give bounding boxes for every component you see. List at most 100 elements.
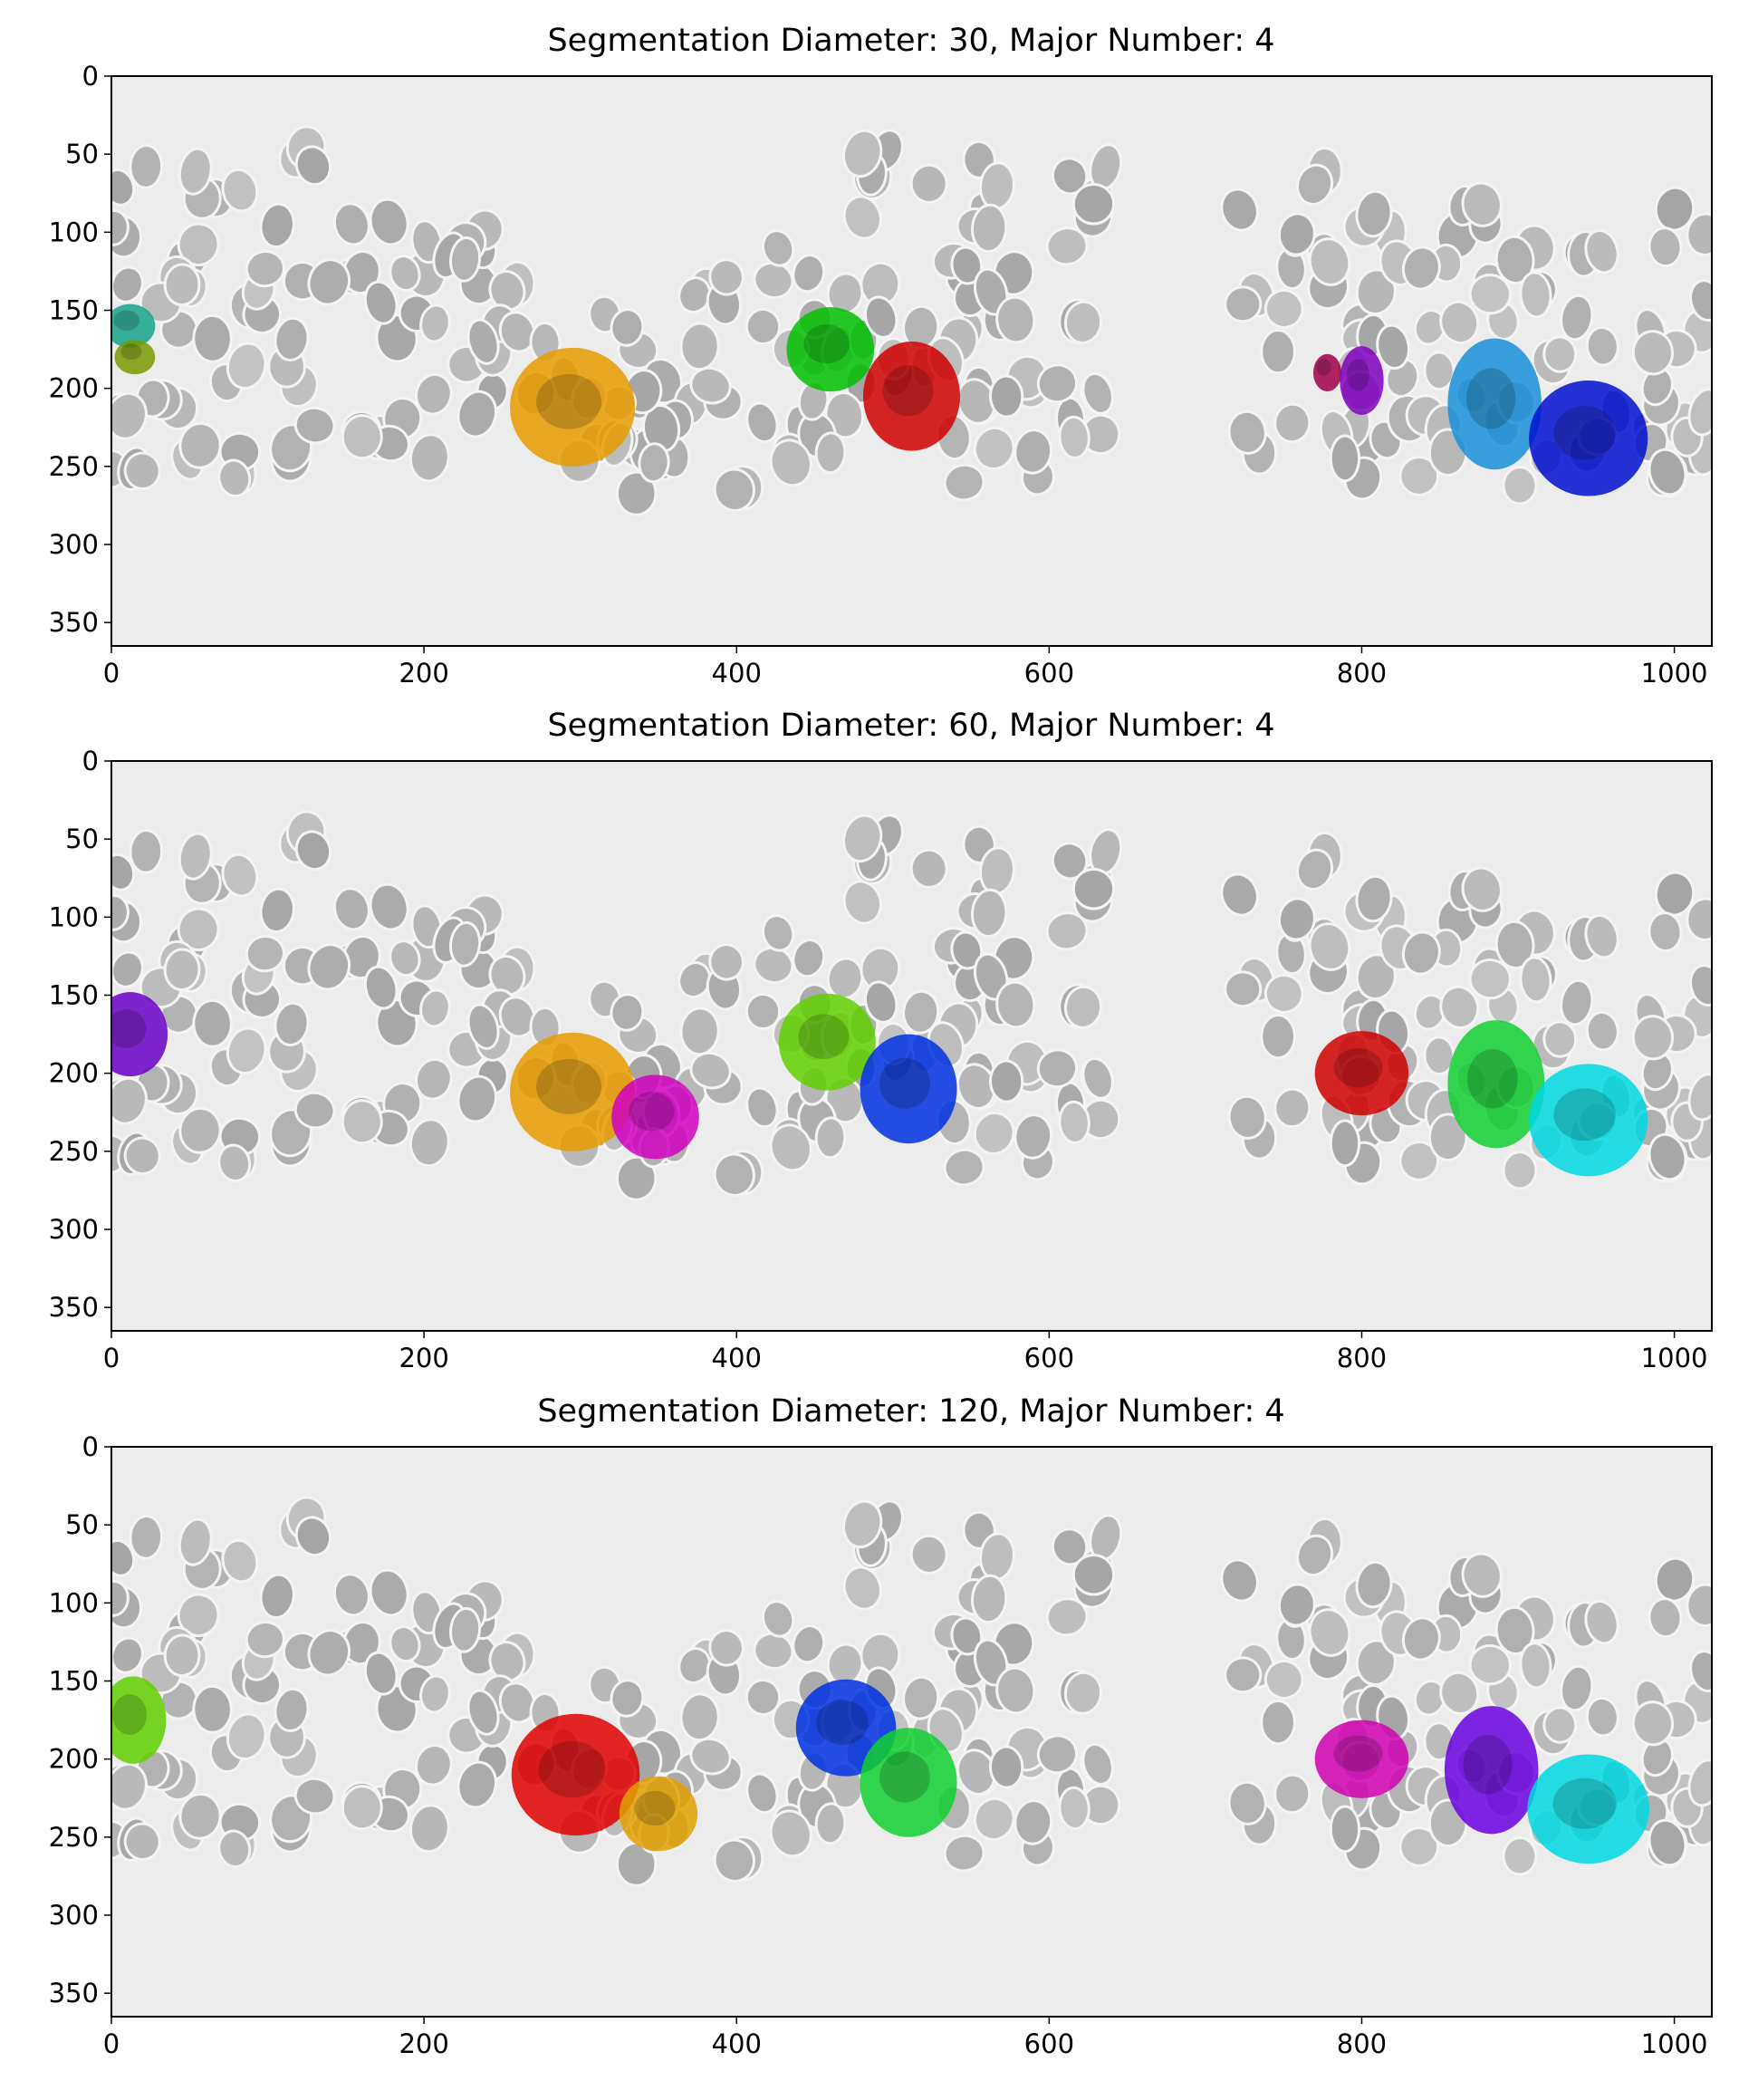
y-tick-label: 0 — [82, 61, 99, 92]
blood-cell — [1295, 163, 1334, 206]
blood-cell — [1439, 300, 1480, 344]
blood-cell — [1631, 330, 1675, 376]
blood-cell — [988, 1059, 1024, 1103]
blood-cell — [1277, 1583, 1316, 1627]
segmentation-mask — [111, 303, 156, 348]
blood-cell — [988, 374, 1024, 419]
blood-cell — [1468, 1644, 1512, 1686]
blood-cell — [488, 1641, 526, 1682]
blood-cell — [708, 1629, 745, 1667]
y-tick-label: 0 — [82, 1431, 99, 1462]
blood-cell — [713, 1838, 755, 1883]
blood-cell — [708, 258, 745, 296]
blood-cell — [294, 1516, 332, 1557]
blood-cell — [950, 246, 984, 285]
blood-cell — [163, 1633, 201, 1678]
cell-nucleus — [1316, 358, 1331, 377]
blood-cell — [610, 308, 645, 347]
blood-cell — [1468, 958, 1512, 1000]
cell-nucleus — [120, 343, 142, 360]
cell-nucleus — [803, 323, 850, 364]
image-area — [111, 1447, 1712, 2017]
blood-cell — [449, 236, 482, 283]
blood-cell — [902, 989, 940, 1035]
blood-cell — [1560, 1664, 1594, 1712]
blood-cell — [973, 426, 1015, 470]
cell-nucleus — [1552, 1777, 1617, 1829]
segmentation-mask — [862, 341, 961, 451]
blood-cell — [1689, 964, 1712, 1007]
blood-cell — [111, 391, 148, 440]
cell-nucleus — [112, 1694, 148, 1735]
blood-cell — [745, 1772, 779, 1815]
blood-cell — [950, 930, 984, 970]
blood-cell — [1227, 409, 1267, 455]
blood-cell — [1427, 1113, 1468, 1161]
blood-cell — [902, 1675, 940, 1720]
blood-cell — [221, 168, 259, 213]
blood-cell — [1468, 274, 1512, 315]
blood-cell — [123, 451, 161, 491]
blood-cell — [1014, 1799, 1053, 1845]
blood-cell — [1648, 911, 1683, 953]
blood-cell — [769, 1809, 812, 1858]
segmentation-mask — [611, 1074, 699, 1160]
blood-cell — [466, 318, 500, 365]
blood-cell — [488, 270, 526, 312]
panel-3: 0 200 400 600 800 1000 0 50 100 150 200 250 300 350 Se… — [49, 1393, 1713, 2059]
blood-cell — [1584, 913, 1619, 959]
blood-cell — [1220, 1558, 1259, 1603]
blood-cell — [1051, 157, 1089, 196]
blood-cell — [178, 1517, 213, 1566]
y-tick-label: 150 — [49, 294, 99, 325]
blood-cell — [679, 322, 720, 371]
segmentation-mask — [778, 993, 876, 1091]
panel-title: Segmentation Diameter: 30, Major Number:… — [547, 23, 1274, 59]
blood-cell — [363, 965, 399, 1010]
x-tick-label: 800 — [1337, 658, 1387, 689]
blood-cell — [226, 1712, 267, 1761]
y-tick-label: 200 — [49, 373, 99, 404]
blood-cell — [1220, 188, 1259, 232]
cell-nucleus — [538, 1740, 606, 1798]
axes-frame — [110, 1446, 1713, 2018]
blood-cell — [111, 265, 144, 303]
blood-cell — [638, 442, 670, 484]
blood-cell — [745, 307, 782, 346]
blood-cell — [456, 1074, 497, 1123]
x-tick-label: 400 — [712, 658, 762, 689]
blood-cell — [414, 1057, 453, 1101]
blood-cell — [1376, 323, 1410, 371]
blood-cell — [1461, 181, 1503, 227]
blood-cell — [221, 1538, 259, 1584]
blood-cell — [1329, 1119, 1361, 1168]
y-tick-label: 250 — [49, 1136, 99, 1167]
blood-cell — [178, 1792, 222, 1840]
blood-cell — [995, 295, 1036, 344]
cell-nucleus — [113, 310, 140, 331]
blood-cell — [259, 1573, 295, 1620]
blood-cell — [1648, 226, 1683, 268]
y-tick-label: 100 — [49, 901, 99, 932]
blood-cell — [1542, 1020, 1578, 1058]
x-tick-label: 600 — [1024, 1343, 1074, 1373]
blood-cell — [123, 1822, 161, 1862]
blood-cell — [294, 830, 332, 872]
segmentation-mask — [1314, 1031, 1409, 1116]
blood-cell — [1686, 212, 1712, 256]
blood-cell — [293, 406, 336, 445]
blood-cell — [293, 1091, 336, 1130]
blood-cell — [1227, 1094, 1267, 1140]
blood-cell — [615, 470, 658, 516]
blood-cell — [689, 1051, 732, 1090]
blood-cell — [1585, 325, 1619, 367]
blood-cell — [1648, 1597, 1683, 1639]
blood-cell — [1519, 271, 1552, 319]
panel-2: 0 200 400 600 800 1000 0 50 100 150 200 250 300 350 Se… — [49, 708, 1713, 1373]
blood-cell — [713, 467, 755, 512]
blood-cell — [842, 814, 883, 863]
blood-cell — [1423, 351, 1456, 391]
blood-cell — [456, 390, 497, 438]
blood-cell — [1224, 285, 1263, 323]
blood-cell — [363, 280, 399, 325]
